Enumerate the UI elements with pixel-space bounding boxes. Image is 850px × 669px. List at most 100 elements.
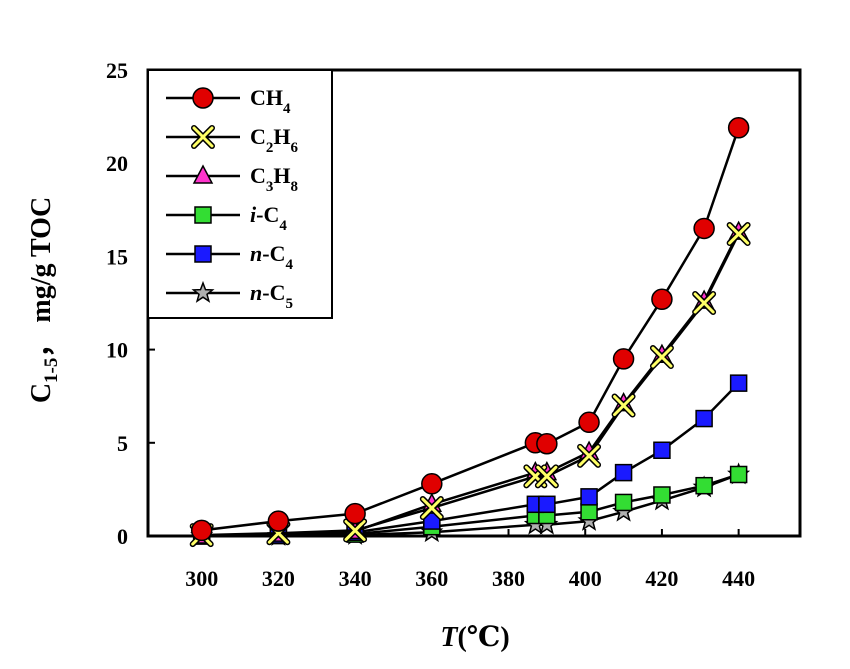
- x-tick-label: 360: [415, 566, 448, 591]
- data-point-ch4: [693, 217, 715, 240]
- legend-label-part: 4: [283, 101, 291, 117]
- y-tick-label: 10: [106, 338, 128, 363]
- data-point-c2h6: [726, 222, 751, 247]
- legend-item-i-c4: i-C4: [166, 202, 287, 234]
- data-point-n-c4: [653, 441, 671, 460]
- x-tick-label: 340: [339, 566, 372, 591]
- x-marker-fill: [728, 223, 750, 245]
- data-point-ch4: [267, 510, 290, 532]
- data-point-ch4: [536, 432, 558, 455]
- x-tick-label: 380: [492, 566, 525, 591]
- y-tick-label: 20: [106, 151, 128, 176]
- data-point-ch4: [344, 502, 366, 525]
- legend-label-c2h6: C2H6: [250, 124, 299, 156]
- x-tick-label: 400: [569, 566, 602, 591]
- data-point-n-c4: [729, 374, 748, 392]
- legend-label-ch4: CH4: [250, 85, 291, 117]
- legend-marker-c2h6: [191, 125, 215, 149]
- data-point-i-c4: [614, 493, 633, 512]
- y-axis-title: C1-5， mg/g TOC: [26, 197, 62, 403]
- legend-marker-c3h8: [192, 164, 214, 184]
- legend-label-part: H: [273, 124, 290, 149]
- data-point-c2h6: [692, 291, 717, 315]
- data-point-i-c4: [729, 465, 748, 484]
- legend-label-part: CH: [250, 85, 283, 110]
- data-point-c2h6: [611, 393, 636, 418]
- x-axis-title-unit: (℃): [457, 622, 509, 653]
- data-point-ch4: [421, 473, 443, 495]
- data-point-c2h6: [343, 518, 368, 543]
- legend-label-part: H: [273, 163, 290, 188]
- y-tick-label: 25: [106, 58, 128, 83]
- series-ch4: [190, 117, 750, 542]
- legend-label-part: 5: [285, 296, 293, 312]
- series-layer: [189, 117, 751, 548]
- legend-label-i-c4: i-C4: [250, 202, 287, 234]
- legend-label-part: -C: [262, 241, 285, 266]
- data-point-ch4: [651, 288, 673, 311]
- legend-label-part: 4: [279, 218, 287, 234]
- x-axis: 300 320 340 360 380 400 420 440: [185, 529, 755, 591]
- legend-marker-i-c4: [194, 206, 212, 224]
- legend-item-c3h8: C3H8: [166, 163, 298, 195]
- legend-box: [147, 69, 333, 319]
- x-tick-label: 320: [262, 566, 295, 591]
- data-point-c2h6: [534, 464, 559, 489]
- x-marker-fill: [421, 497, 443, 519]
- data-point-i-c4: [695, 476, 713, 495]
- legend-marker-n-c5: [191, 280, 215, 303]
- x-axis-title-var: T: [440, 622, 459, 653]
- y-axis-title-main: C: [26, 383, 57, 403]
- data-point-n-c4: [580, 488, 598, 506]
- y-tick-label: 5: [117, 431, 128, 456]
- x-axis-title: T(℃): [440, 622, 509, 653]
- y-axis-title-sub: 1-5: [41, 358, 62, 383]
- data-point-n-c4: [614, 463, 633, 482]
- legend-label-part: C: [250, 124, 266, 149]
- data-point-ch4: [727, 117, 750, 139]
- legend-label-part: n: [250, 280, 262, 305]
- legend-label-part: n: [250, 241, 262, 266]
- legend-label-part: 4: [285, 257, 293, 273]
- x-marker-fill: [651, 346, 673, 368]
- x-marker-fill: [192, 126, 214, 148]
- legend-item-n-c4: n-C4: [166, 241, 293, 273]
- data-point-n-c4: [695, 409, 713, 428]
- legend-label-part: C: [250, 163, 266, 188]
- x-marker-fill: [536, 465, 558, 487]
- data-point-ch4: [612, 348, 635, 370]
- x-tick-label: 440: [722, 566, 755, 591]
- legend-label-part: -C: [262, 280, 285, 305]
- legend-item-ch4: CH4: [166, 85, 291, 117]
- data-point-c2h6: [649, 345, 674, 370]
- y-axis-title-rest: ， mg/g TOC: [26, 197, 57, 358]
- y-tick-label: 15: [106, 244, 128, 269]
- legend-marker-ch4: [192, 87, 214, 109]
- legend-marker-n-c4: [194, 245, 212, 263]
- x-marker-fill: [693, 292, 715, 314]
- x-marker-fill: [613, 395, 635, 417]
- data-point-i-c4: [580, 503, 598, 521]
- x-tick-label: 420: [645, 566, 678, 591]
- data-point-c2h6: [577, 443, 602, 468]
- legend-label-part: 3: [266, 179, 274, 195]
- legend-label-part: i: [250, 202, 257, 227]
- legend-label-part: -C: [256, 202, 279, 227]
- x-marker-fill: [578, 445, 600, 467]
- legend-label-n-c5: n-C5: [250, 280, 293, 312]
- data-point-n-c4: [423, 512, 441, 530]
- legend-label-c3h8: C3H8: [250, 163, 298, 195]
- data-point-i-c4: [653, 486, 671, 504]
- x-marker-fill: [344, 519, 366, 541]
- legend-label-part: 6: [291, 140, 299, 156]
- legend-item-n-c5: n-C5: [166, 280, 293, 312]
- data-point-c2h6: [419, 496, 444, 521]
- x-tick-label: 300: [185, 566, 218, 591]
- legend-label-part: 8: [291, 179, 299, 195]
- legend-item-c2h6: C2H6: [166, 124, 299, 156]
- series-c2h6: [189, 222, 751, 548]
- legend-label-n-c4: n-C4: [250, 241, 293, 273]
- data-point-ch4: [578, 411, 600, 434]
